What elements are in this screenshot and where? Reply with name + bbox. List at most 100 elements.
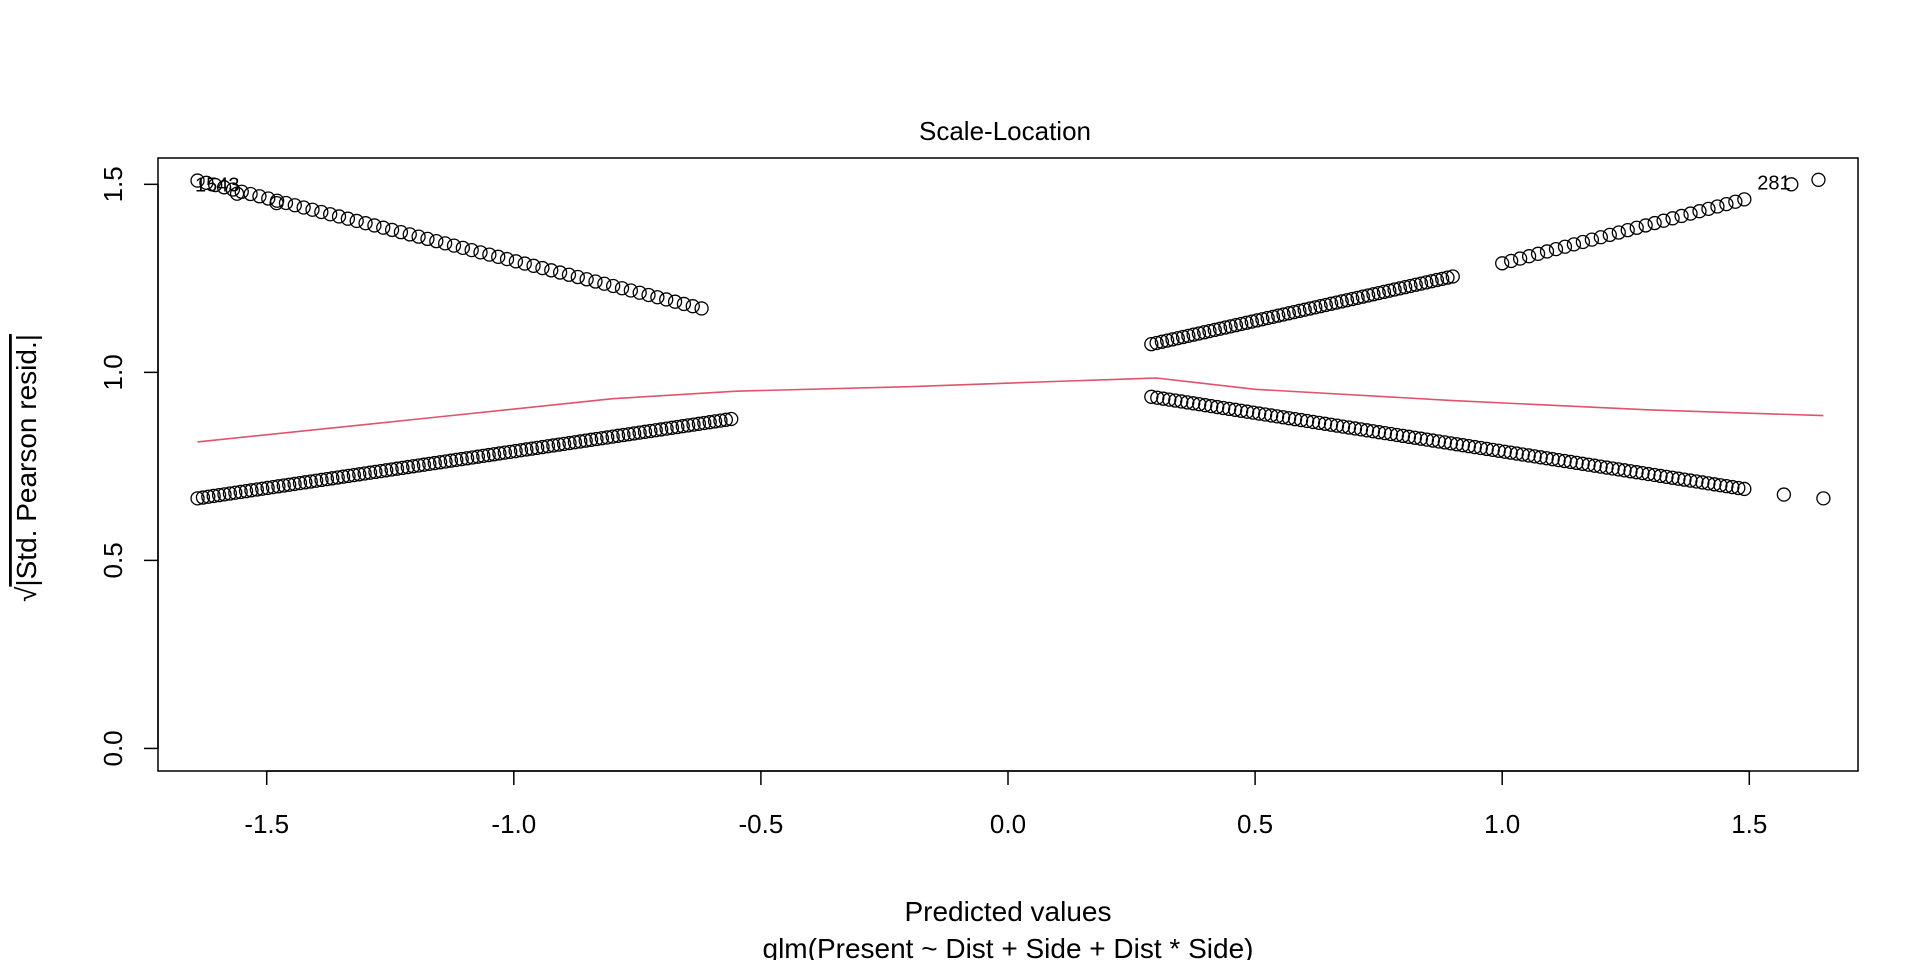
- data-point: [1371, 425, 1387, 440]
- data-point: [1302, 301, 1318, 316]
- data-point: [643, 423, 658, 439]
- data-point: [1329, 418, 1345, 433]
- data-point: [358, 216, 373, 231]
- data-point: [420, 231, 435, 247]
- data-point: [1383, 426, 1399, 442]
- data-point: [497, 445, 512, 460]
- data-point: [357, 466, 372, 481]
- data-point: [211, 487, 227, 503]
- data-point: [411, 229, 426, 244]
- data-point: [1287, 411, 1303, 427]
- data-point: [1377, 425, 1393, 441]
- data-point: [562, 435, 577, 451]
- data-point: [1443, 436, 1458, 451]
- data-point: [1210, 399, 1225, 415]
- data-point: [1521, 448, 1536, 463]
- data-point: [513, 443, 529, 458]
- data-point: [1419, 275, 1434, 290]
- data-point: [455, 240, 470, 256]
- data-point: [282, 477, 297, 492]
- data-point: [373, 463, 388, 479]
- data-point: [314, 472, 329, 488]
- data-point: [406, 459, 421, 474]
- data-point: [702, 415, 717, 430]
- data-point: [664, 420, 680, 435]
- data-point: [278, 195, 294, 211]
- data-point: [659, 292, 674, 307]
- data-point: [260, 480, 275, 496]
- x-tick-label: 1.5: [1731, 809, 1767, 839]
- data-point: [648, 423, 663, 438]
- data-point: [323, 207, 338, 222]
- y-axis-title-radical: √: [11, 586, 42, 602]
- data-point: [1251, 406, 1267, 421]
- data-point: [1154, 334, 1170, 349]
- data-point: [1181, 328, 1196, 343]
- data-point: [1424, 274, 1439, 289]
- data-point: [650, 290, 665, 305]
- data-point: [1165, 332, 1180, 347]
- data-point: [276, 478, 291, 493]
- data-point: [427, 455, 442, 471]
- data-point: [570, 269, 585, 285]
- data-point: [384, 222, 400, 238]
- data-point: [1387, 282, 1402, 297]
- data-point: [1776, 487, 1792, 502]
- data-point: [1269, 409, 1285, 424]
- data-point: [1701, 201, 1716, 216]
- data-point: [1419, 432, 1435, 447]
- data-point: [1403, 278, 1418, 294]
- data-point: [1371, 285, 1386, 301]
- x-tick-label: -0.5: [739, 809, 784, 839]
- data-point: [1599, 460, 1614, 475]
- data-point: [551, 437, 566, 452]
- data-point: [1260, 310, 1275, 326]
- data-point: [1275, 410, 1291, 425]
- data-point: [578, 433, 593, 448]
- data-point: [1150, 390, 1165, 405]
- data-point: [1449, 437, 1464, 452]
- data-point: [1186, 327, 1201, 342]
- smoother-line: [197, 377, 1824, 443]
- data-point: [331, 209, 347, 224]
- data-point: [269, 195, 284, 211]
- data-point: [1192, 397, 1207, 412]
- data-point: [1455, 438, 1470, 453]
- data-point: [561, 267, 577, 282]
- data-point: [1557, 453, 1572, 469]
- data-point: [1677, 472, 1692, 487]
- data-point: [1341, 420, 1357, 435]
- data-point: [1191, 326, 1207, 341]
- data-point: [449, 452, 464, 468]
- data-point: [517, 256, 532, 271]
- data-point: [201, 489, 216, 504]
- data-point: [546, 438, 561, 453]
- point-annotation: 281: [1757, 172, 1790, 194]
- data-point: [1228, 318, 1244, 333]
- point-annotation: 1543: [195, 174, 240, 196]
- data-point: [1293, 412, 1309, 428]
- data-point: [296, 200, 311, 215]
- data-point: [1509, 446, 1524, 461]
- data-point: [217, 487, 232, 502]
- data-point: [341, 468, 356, 484]
- data-point: [389, 461, 405, 476]
- data-point: [1281, 306, 1296, 321]
- data-point: [1539, 451, 1554, 466]
- x-axis-title: Predicted values: [904, 896, 1111, 927]
- data-point: [1521, 249, 1537, 264]
- data-point: [1784, 177, 1799, 192]
- data-point: [1318, 297, 1333, 313]
- data-point: [402, 227, 417, 242]
- data-point: [1701, 476, 1716, 491]
- data-point: [685, 299, 700, 314]
- data-point: [252, 189, 267, 204]
- data-point: [1198, 398, 1213, 413]
- data-point: [1638, 218, 1653, 233]
- data-point: [481, 447, 496, 463]
- data-point: [1512, 251, 1528, 266]
- data-point: [605, 429, 620, 444]
- data-point: [707, 414, 723, 429]
- data-point: [1335, 419, 1351, 434]
- data-point: [411, 458, 426, 473]
